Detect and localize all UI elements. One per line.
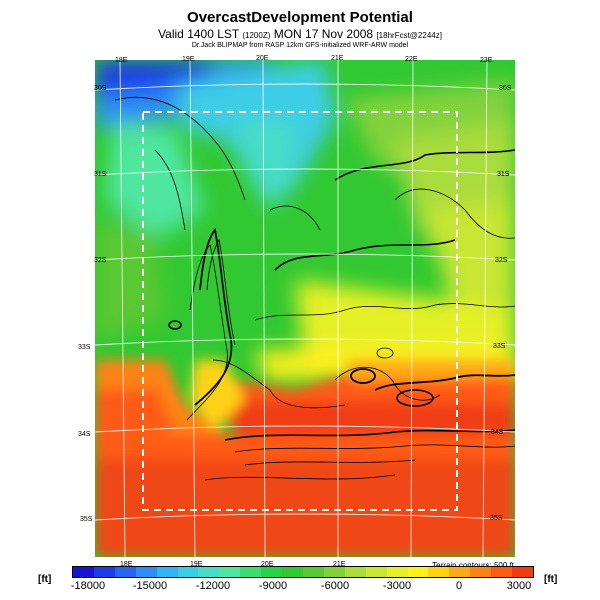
lat-label-left: 35S xyxy=(80,516,93,523)
forecast-map-graphic xyxy=(95,60,515,557)
lon-label-top: 20E xyxy=(256,55,269,62)
colorbar-tick: -18000 xyxy=(70,580,106,592)
colorbar-swatch xyxy=(177,567,199,577)
valid-time: Valid 1400 LST xyxy=(158,27,240,41)
lon-label-top: 18E xyxy=(115,57,128,64)
colorbar-swatch xyxy=(449,567,471,577)
unit-label-left: [ft] xyxy=(38,574,52,585)
colorbar xyxy=(72,566,534,578)
colorbar-swatch xyxy=(156,567,178,577)
warm-field xyxy=(95,360,515,557)
utc-time: (1200Z) xyxy=(242,31,271,40)
model-credit: Dr.Jack BLIPMAP from RASP 12km GFS-initi… xyxy=(191,42,409,49)
colorbar-tick: -3000 xyxy=(382,580,412,592)
lon-label-top: 22E xyxy=(405,56,418,63)
colorbar-swatch xyxy=(365,567,387,577)
forecast-map xyxy=(95,60,515,557)
colorbar-tick: 3000 xyxy=(506,580,532,592)
colorbar-swatch xyxy=(512,567,533,577)
colorbar-swatch xyxy=(386,567,408,577)
valid-date: MON 17 Nov 2008 xyxy=(273,27,374,41)
colorbar-swatch xyxy=(302,567,324,577)
lon-label-top: 21E xyxy=(331,55,344,62)
lon-label-top: 19E xyxy=(182,56,195,63)
lat-label-right: 30S xyxy=(499,85,512,92)
lat-label-left: 32S xyxy=(94,257,107,264)
colorbar-swatch xyxy=(261,567,283,577)
unit-label-right: [ft] xyxy=(544,574,558,585)
lat-label-right: 34S xyxy=(491,429,504,436)
lat-label-right: 35S xyxy=(490,515,503,522)
colorbar-swatch xyxy=(219,567,241,577)
colorbar-swatch xyxy=(282,567,303,577)
domain-boundary xyxy=(142,111,458,511)
colorbar-tick: 0 xyxy=(455,580,463,592)
colorbar-swatch xyxy=(407,567,429,577)
lat-label-right: 32S xyxy=(495,257,508,264)
colorbar-swatch xyxy=(491,567,513,577)
lon-label-top: 23E xyxy=(480,57,493,64)
map-title: OvercastDevelopment Potential xyxy=(187,9,413,26)
graticule xyxy=(95,60,515,557)
lon-label-bottom: 21E xyxy=(333,561,346,568)
colorbar-swatch xyxy=(135,567,157,577)
colorbar-swatch xyxy=(73,567,94,577)
lat-label-left: 31S xyxy=(94,171,107,178)
colorbar-tick: -9000 xyxy=(258,580,288,592)
lat-label-left: 34S xyxy=(78,431,91,438)
color-field xyxy=(95,60,515,380)
colorbar-swatch xyxy=(114,567,136,577)
colorbar-tick: -15000 xyxy=(132,580,168,592)
terrain-note: Terrain contours: 500 ft xyxy=(432,561,514,570)
colorbar-swatch xyxy=(93,567,115,577)
lat-label-right: 33S xyxy=(493,343,506,350)
colorbar-swatch xyxy=(198,567,220,577)
lon-label-bottom: 18E xyxy=(120,561,133,568)
colorbar-tick: -12000 xyxy=(195,580,231,592)
forecast-info: [18hrFcst@2244z] xyxy=(376,31,442,40)
colorbar-swatch xyxy=(344,567,366,577)
lon-label-bottom: 19E xyxy=(190,561,203,568)
map-subtitle: Valid 1400 LST (1200Z) MON 17 Nov 2008 [… xyxy=(0,27,600,41)
lat-label-right: 31S xyxy=(497,171,510,178)
lat-label-left: 30S xyxy=(94,85,107,92)
colorbar-swatch xyxy=(470,567,492,577)
colorbar-swatch xyxy=(428,567,450,577)
lat-label-left: 33S xyxy=(78,344,91,351)
lon-label-bottom: 20E xyxy=(261,561,274,568)
colorbar-swatch xyxy=(323,567,345,577)
colorbar-tick: -6000 xyxy=(320,580,350,592)
colorbar-swatch xyxy=(240,567,262,577)
